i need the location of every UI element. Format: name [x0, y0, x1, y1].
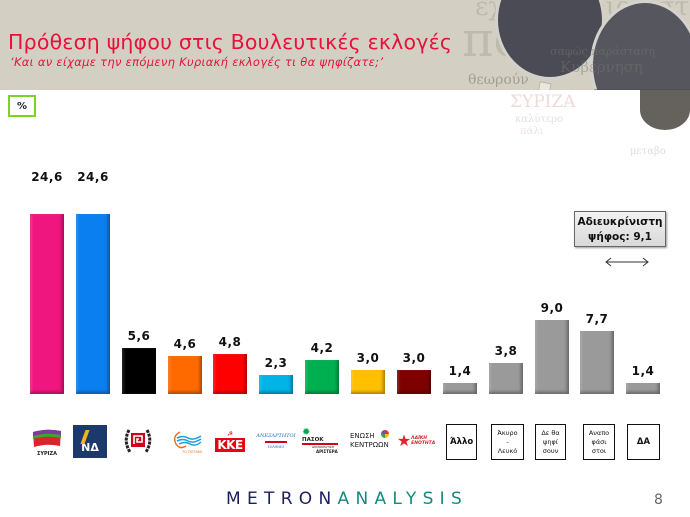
callout-line-1: Αδιευκρίνιστη — [577, 216, 663, 228]
svg-text:ΣΥΡΙΖΑ: ΣΥΡΙΖΑ — [37, 451, 57, 457]
nd-logo-text: ΝΔ — [81, 440, 99, 454]
logo-potami: ΤΟ ΠΟΤΑΜΙ — [168, 424, 204, 458]
category-box-akyro-lefko: Άκυρο - Λευκό — [491, 424, 524, 460]
category-box-anapofasistoi: Αναπο φάσι στοι — [583, 424, 615, 460]
bar-value-label: 2,3 — [264, 356, 288, 370]
kke-logo-text: ΚΚΕ — [215, 437, 245, 452]
hammer-sickle-icon: ☭ — [226, 429, 234, 438]
bar-kke — [213, 354, 247, 394]
bar-anel — [259, 375, 293, 394]
category-box-de-tha-psifisoun: Δε θα ψηφί σουν — [535, 424, 566, 460]
magnifier-lens-icon — [640, 90, 690, 130]
bar-allo — [443, 383, 477, 394]
syriza-flag-icon: ΣΥΡΙΖΑ — [33, 429, 61, 457]
anel-logo-sub: ΕΛΛΗΝΕΣ — [267, 444, 285, 449]
brand-part-metron: METRON — [226, 489, 338, 509]
bar-value-label: 3,0 — [356, 351, 380, 365]
bar-akyro-lefko — [489, 363, 523, 394]
sun-icon: ✹ — [302, 427, 311, 439]
bar-enosi-kentroon — [351, 370, 385, 394]
multicolor-emblem-icon — [381, 430, 389, 438]
bar-value-label: 9,0 — [540, 301, 564, 315]
bar-value-label: 4,8 — [218, 335, 242, 349]
bar-syriza — [30, 214, 64, 394]
decor-word: σαφώς παράσταση — [550, 45, 655, 58]
logo-pasok: ✹ ΠΑΣΟΚ ΔΗΜΟΚΡΑΤΙΚΗ ΑΡΙΣΤΕΡΑ — [302, 427, 338, 454]
bar-da — [626, 383, 660, 394]
bar-value-label: 3,0 — [402, 351, 426, 365]
logo-kke: ☭ ΚΚΕ — [213, 424, 247, 458]
brand-part-analysis: ANALYSIS — [337, 489, 469, 509]
logo-enosi-kentroon: ΕΝΩΣΗ ΚΕΝΤΡΩΩΝ — [350, 424, 390, 458]
category-box-da: ΔΑ — [627, 424, 660, 460]
decor-word: θεωρούν — [468, 72, 529, 88]
river-waves-icon: ΤΟ ΠΟΤΑΜΙ — [173, 431, 202, 454]
double-arrow-icon — [605, 257, 649, 267]
enosi-line2: ΚΕΝΤΡΩΩΝ — [350, 441, 389, 449]
logo-anel: ΑΝΕΞΑΡΤΗΤΟΙ ΕΛΛΗΝΕΣ — [256, 424, 296, 458]
bar-value-label: 4,2 — [310, 341, 334, 355]
header-decoration: έχουν περιοριστεί ποσοστό σαφώς παράστασ… — [440, 0, 690, 90]
undecided-vote-callout: Αδιευκρίνιστη ψήφος: 9,1 — [574, 211, 666, 247]
bar-value-label: 24,6 — [77, 170, 109, 184]
bar-de-tha-psifisoun — [535, 320, 569, 394]
category-box-allo: Άλλο — [446, 424, 477, 460]
bar-anapofasistoi — [580, 331, 614, 394]
pasok-logo-text: ΠΑΣΟΚ — [302, 437, 324, 444]
bar-value-label: 24,6 — [31, 170, 63, 184]
logo-laiki-enotita: ★ ΛΑΪΚΗ ΕΝΟΤΗΤΑ — [394, 424, 436, 458]
logo-nd: ΝΔ — [73, 424, 107, 458]
bar-value-label: 1,4 — [631, 364, 655, 378]
red-star-icon: ★ — [396, 431, 412, 450]
bar-potami — [168, 356, 202, 394]
svg-text:ΤΟ ΠΟΤΑΜΙ: ΤΟ ΠΟΤΑΜΙ — [181, 450, 202, 454]
bar-value-label: 3,8 — [494, 344, 518, 358]
laiki-logo-text: ΛΑΪΚΗ ΕΝΟΤΗΤΑ — [411, 436, 436, 446]
brand-logo: METRONANALYSIS — [226, 489, 468, 509]
bar-pasok — [305, 360, 339, 394]
enosi-line1: ΕΝΩΣΗ — [350, 432, 375, 440]
meander-wreath-icon — [124, 429, 152, 453]
decor-word: ΣΥΡΙΖΑ — [510, 92, 576, 112]
page-title: Πρόθεση ψήφου στις Βουλευτικές εκλογές — [8, 30, 453, 54]
decor-word: μεταβο — [630, 146, 666, 157]
bar-value-label: 4,6 — [173, 337, 197, 351]
bar-value-label: 1,4 — [448, 364, 472, 378]
logo-syriza: ΣΥΡΙΖΑ — [30, 424, 64, 458]
decor-word: καλύτερο — [515, 114, 564, 125]
bar-golden-dawn — [122, 348, 156, 394]
unit-badge: % — [8, 95, 36, 117]
bar-nd — [76, 214, 110, 394]
page-number: 8 — [654, 492, 663, 508]
decor-word: πάλι — [520, 126, 544, 137]
header-decoration-fade: ΣΥΡΙΖΑ καλύτερο πάλι μεταβο — [490, 90, 690, 200]
logo-golden-dawn — [120, 424, 156, 458]
header-banner: έχουν περιοριστεί ποσοστό σαφώς παράστασ… — [0, 0, 690, 90]
page-subtitle: ‘Και αν είχαμε την επόμενη Κυριακή εκλογ… — [10, 55, 384, 69]
bar-laiki-enotita — [397, 370, 431, 394]
bar-chart: 24,6 24,6 5,6 4,6 4,8 2,3 4,2 3,0 3,0 1,… — [30, 170, 660, 394]
callout-line-2: ψήφος: 9,1 — [588, 231, 652, 243]
bar-value-label: 5,6 — [127, 329, 151, 343]
bar-value-label: 7,7 — [585, 312, 609, 326]
anel-logo-text: ΑΝΕΞΑΡΤΗΤΟΙ — [256, 433, 296, 440]
decor-word: Κυβέρνηση — [560, 58, 643, 76]
